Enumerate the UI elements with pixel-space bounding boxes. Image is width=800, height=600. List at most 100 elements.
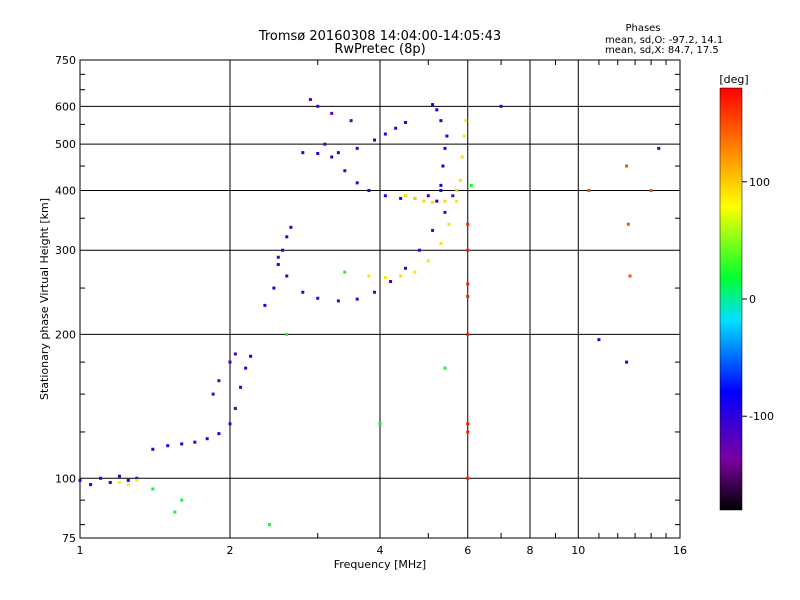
data-point [469, 183, 473, 187]
data-point [330, 111, 334, 115]
colorbar-ticks: 100 0 -100 [742, 176, 774, 423]
phase-box-heading: Phases [625, 23, 660, 34]
data-point [403, 194, 407, 198]
data-point [228, 422, 232, 426]
colorbar-tick-label: 0 [749, 293, 756, 306]
data-point [466, 476, 470, 480]
y-tick-label: 600 [55, 100, 76, 113]
data-point [443, 366, 447, 370]
data-point [466, 332, 470, 336]
data-point [233, 406, 237, 410]
x-tick-label: 16 [673, 544, 687, 557]
data-point [628, 274, 632, 278]
data-point [431, 200, 435, 204]
data-point [455, 199, 459, 203]
data-point [272, 286, 276, 290]
data-points [78, 98, 661, 527]
y-tick-label: 500 [55, 138, 76, 151]
data-point [443, 146, 447, 150]
data-point [217, 379, 221, 383]
data-point [239, 385, 243, 389]
data-point [343, 270, 347, 274]
data-point [289, 225, 293, 229]
data-point [180, 442, 184, 446]
data-point [135, 476, 139, 480]
data-point [323, 142, 327, 146]
data-point [464, 119, 468, 123]
y-tick-label: 400 [55, 184, 76, 197]
data-point [244, 366, 248, 370]
data-point [626, 222, 630, 226]
data-point [233, 352, 237, 356]
data-point [451, 194, 455, 198]
data-point [180, 498, 184, 502]
data-point [355, 181, 359, 185]
data-point [499, 104, 503, 108]
data-point [117, 480, 121, 484]
data-point [330, 155, 334, 159]
data-point [308, 98, 312, 102]
data-point [439, 119, 443, 123]
data-point [439, 241, 443, 245]
data-point [249, 354, 253, 358]
data-point [349, 119, 353, 123]
data-point [151, 447, 155, 451]
data-point [355, 297, 359, 301]
data-point [403, 121, 407, 125]
data-point [301, 151, 305, 155]
chart-title: Tromsø 20160308 14:04:00-14:05:43 [258, 29, 501, 44]
data-point [443, 199, 447, 203]
data-point [281, 248, 285, 252]
x-tick-label: 4 [377, 544, 384, 557]
data-point [108, 480, 112, 484]
data-point [455, 188, 459, 192]
data-point [316, 296, 320, 300]
data-point [285, 332, 289, 336]
data-point [217, 432, 221, 436]
data-point [355, 146, 359, 150]
data-point [426, 259, 430, 263]
x-tick-label: 2 [227, 544, 234, 557]
colorbar-tick-label: 100 [749, 176, 770, 189]
y-tick-label: 75 [62, 532, 76, 545]
x-tick-label: 8 [527, 544, 534, 557]
data-point [78, 478, 82, 482]
data-point [301, 290, 305, 294]
data-point [267, 523, 271, 527]
data-point [285, 274, 289, 278]
data-point [466, 430, 470, 434]
data-point [211, 392, 215, 396]
data-point [417, 248, 421, 252]
data-point [285, 235, 289, 239]
data-point [367, 188, 371, 192]
data-point [389, 280, 393, 284]
data-point [466, 248, 470, 252]
data-point [383, 276, 387, 280]
y-tick-label: 200 [55, 328, 76, 341]
data-point [466, 222, 470, 226]
data-point [431, 103, 435, 107]
data-point [399, 196, 403, 200]
data-point [126, 478, 130, 482]
data-point [89, 483, 93, 487]
data-point [151, 487, 155, 491]
y-tick-label: 100 [55, 472, 76, 485]
data-point [447, 222, 451, 226]
data-point [135, 478, 139, 482]
phase-box-x-line: mean, sd,X: 84.7, 17.5 [605, 45, 719, 56]
grid-lines [80, 60, 680, 538]
data-point [336, 299, 340, 303]
data-point [316, 152, 320, 156]
data-point [441, 164, 445, 168]
data-point [383, 132, 387, 136]
data-point [439, 183, 443, 187]
data-point [343, 169, 347, 173]
data-point [336, 151, 340, 155]
data-point [205, 437, 209, 441]
y-tick-label: 750 [55, 54, 76, 67]
y-axis-label: Stationary phase Virtual Height [km] [38, 198, 51, 400]
data-point [625, 164, 629, 168]
data-point [462, 134, 466, 138]
colorbar [719, 87, 743, 511]
